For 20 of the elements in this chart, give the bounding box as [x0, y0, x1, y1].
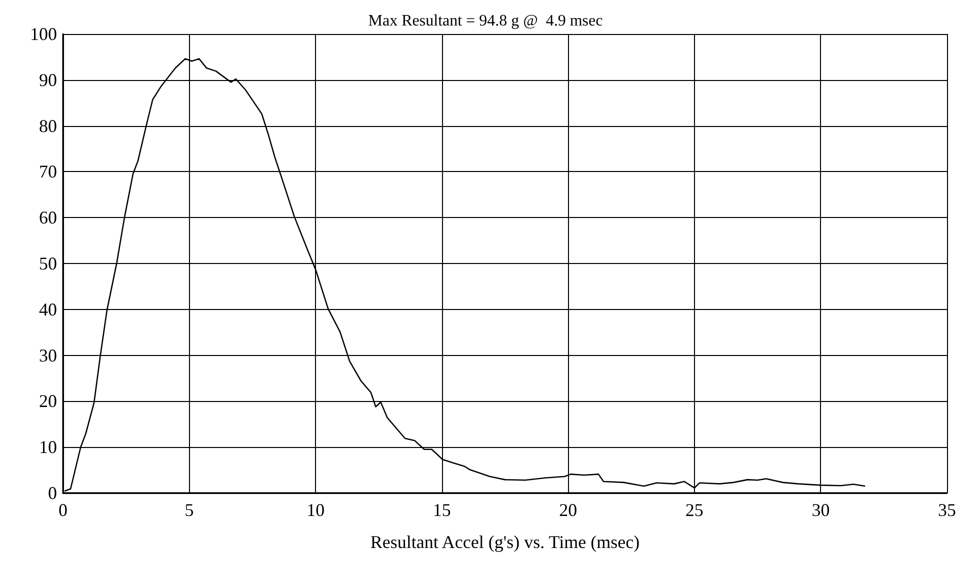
y-tick-label: 70: [39, 162, 57, 182]
x-tick-label: 35: [938, 500, 956, 520]
y-tick-label: 10: [39, 437, 57, 458]
y-tick-label: 40: [39, 299, 57, 320]
chart-title: Max Resultant = 94.8 g @ 4.9 msec: [368, 12, 603, 30]
y-tick-label: 100: [30, 24, 57, 44]
x-tick-label: 30: [812, 500, 830, 520]
y-tick-label: 60: [39, 208, 57, 228]
y-tick-label: 30: [39, 345, 57, 366]
x-tick-label: 15: [432, 500, 451, 520]
x-tick-label: 20: [559, 500, 578, 520]
y-tick-label: 20: [39, 391, 57, 412]
y-tick-label: 80: [39, 116, 57, 136]
x-tick-label: 25: [685, 500, 704, 520]
x-tick-label: 10: [306, 500, 325, 520]
y-tick-label: 50: [39, 254, 57, 274]
y-tick-label: 0: [48, 483, 57, 503]
x-axis-title: Resultant Accel (g's) vs. Time (msec): [370, 532, 640, 552]
x-tick-label: 5: [184, 500, 194, 520]
y-tick-label: 90: [39, 70, 57, 90]
